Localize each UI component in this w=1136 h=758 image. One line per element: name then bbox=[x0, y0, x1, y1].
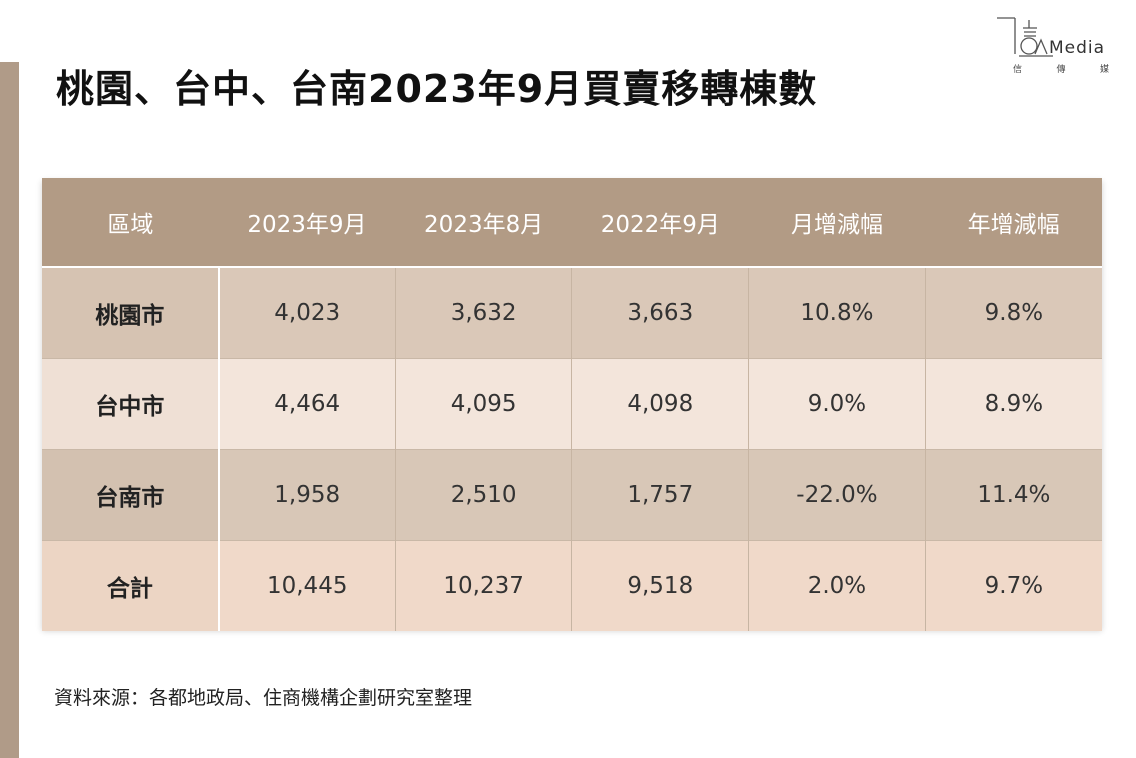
table-cell: 8.9% bbox=[924, 358, 1102, 450]
table-cell: 3,632 bbox=[394, 267, 572, 359]
table-cell: -22.0% bbox=[748, 449, 926, 541]
table-cell: 10,237 bbox=[394, 540, 572, 631]
table-row-total: 合計 10,445 10,237 9,518 2.0% 9.7% bbox=[42, 540, 1102, 631]
table-cell: 11.4% bbox=[924, 449, 1102, 541]
table-cell: 1,958 bbox=[218, 449, 396, 541]
table-cell: 2.0% bbox=[748, 540, 926, 631]
sales-table-container: 區域 2023年9月 2023年8月 2022年9月 月增減幅 年增減幅 桃園市… bbox=[42, 178, 1102, 631]
column-header-2022-09: 2022年9月 bbox=[571, 178, 749, 268]
table-cell: 9.0% bbox=[748, 358, 926, 450]
table-cell: 4,023 bbox=[218, 267, 396, 359]
table-cell: 10.8% bbox=[748, 267, 926, 359]
table-cell: 9.8% bbox=[924, 267, 1102, 359]
column-header-2023-08: 2023年8月 bbox=[395, 178, 572, 268]
table-cell: 9.7% bbox=[924, 540, 1102, 631]
region-cell: 台中市 bbox=[42, 358, 220, 450]
table-header-row: 區域 2023年9月 2023年8月 2022年9月 月增減幅 年增減幅 bbox=[42, 178, 1102, 268]
table-cell: 1,757 bbox=[571, 449, 749, 541]
table-cell: 9,518 bbox=[571, 540, 749, 631]
table-cell: 10,445 bbox=[218, 540, 396, 631]
logo-mark-icon bbox=[997, 17, 1053, 57]
logo-sub-char: 傳 bbox=[1056, 65, 1066, 75]
logo-subtitle: 信 傳 媒 bbox=[1013, 62, 1109, 75]
left-accent-bar bbox=[0, 62, 19, 758]
region-cell: 桃園市 bbox=[42, 267, 220, 359]
column-header-yoy-change: 年增減幅 bbox=[925, 178, 1102, 268]
table-cell: 4,098 bbox=[571, 358, 749, 450]
column-header-mom-change: 月增減幅 bbox=[748, 178, 926, 268]
table-cell: 4,095 bbox=[394, 358, 572, 450]
table-cell: 3,663 bbox=[571, 267, 749, 359]
column-header-region: 區域 bbox=[42, 178, 219, 268]
media-logo: Media 信 傳 媒 bbox=[993, 14, 1117, 84]
column-header-2023-09: 2023年9月 bbox=[218, 178, 396, 268]
page-title: 桃園、台中、台南2023年9月買賣移轉棟數 bbox=[56, 67, 818, 111]
logo-sub-char: 信 bbox=[1013, 65, 1023, 75]
table-cell: 4,464 bbox=[218, 358, 396, 450]
table-row: 台中市 4,464 4,095 4,098 9.0% 8.9% bbox=[42, 358, 1102, 450]
table-cell: 2,510 bbox=[394, 449, 572, 541]
sales-table: 區域 2023年9月 2023年8月 2022年9月 月增減幅 年增減幅 桃園市… bbox=[42, 178, 1102, 631]
table-row: 桃園市 4,023 3,632 3,663 10.8% 9.8% bbox=[42, 267, 1102, 359]
table-row: 台南市 1,958 2,510 1,757 -22.0% 11.4% bbox=[42, 449, 1102, 541]
total-label-cell: 合計 bbox=[42, 540, 220, 631]
source-note: 資料來源：各都地政局、住商機構企劃研究室整理 bbox=[54, 687, 473, 709]
logo-word: Media bbox=[1049, 38, 1106, 58]
region-cell: 台南市 bbox=[42, 449, 220, 541]
logo-sub-char: 媒 bbox=[1099, 65, 1109, 75]
